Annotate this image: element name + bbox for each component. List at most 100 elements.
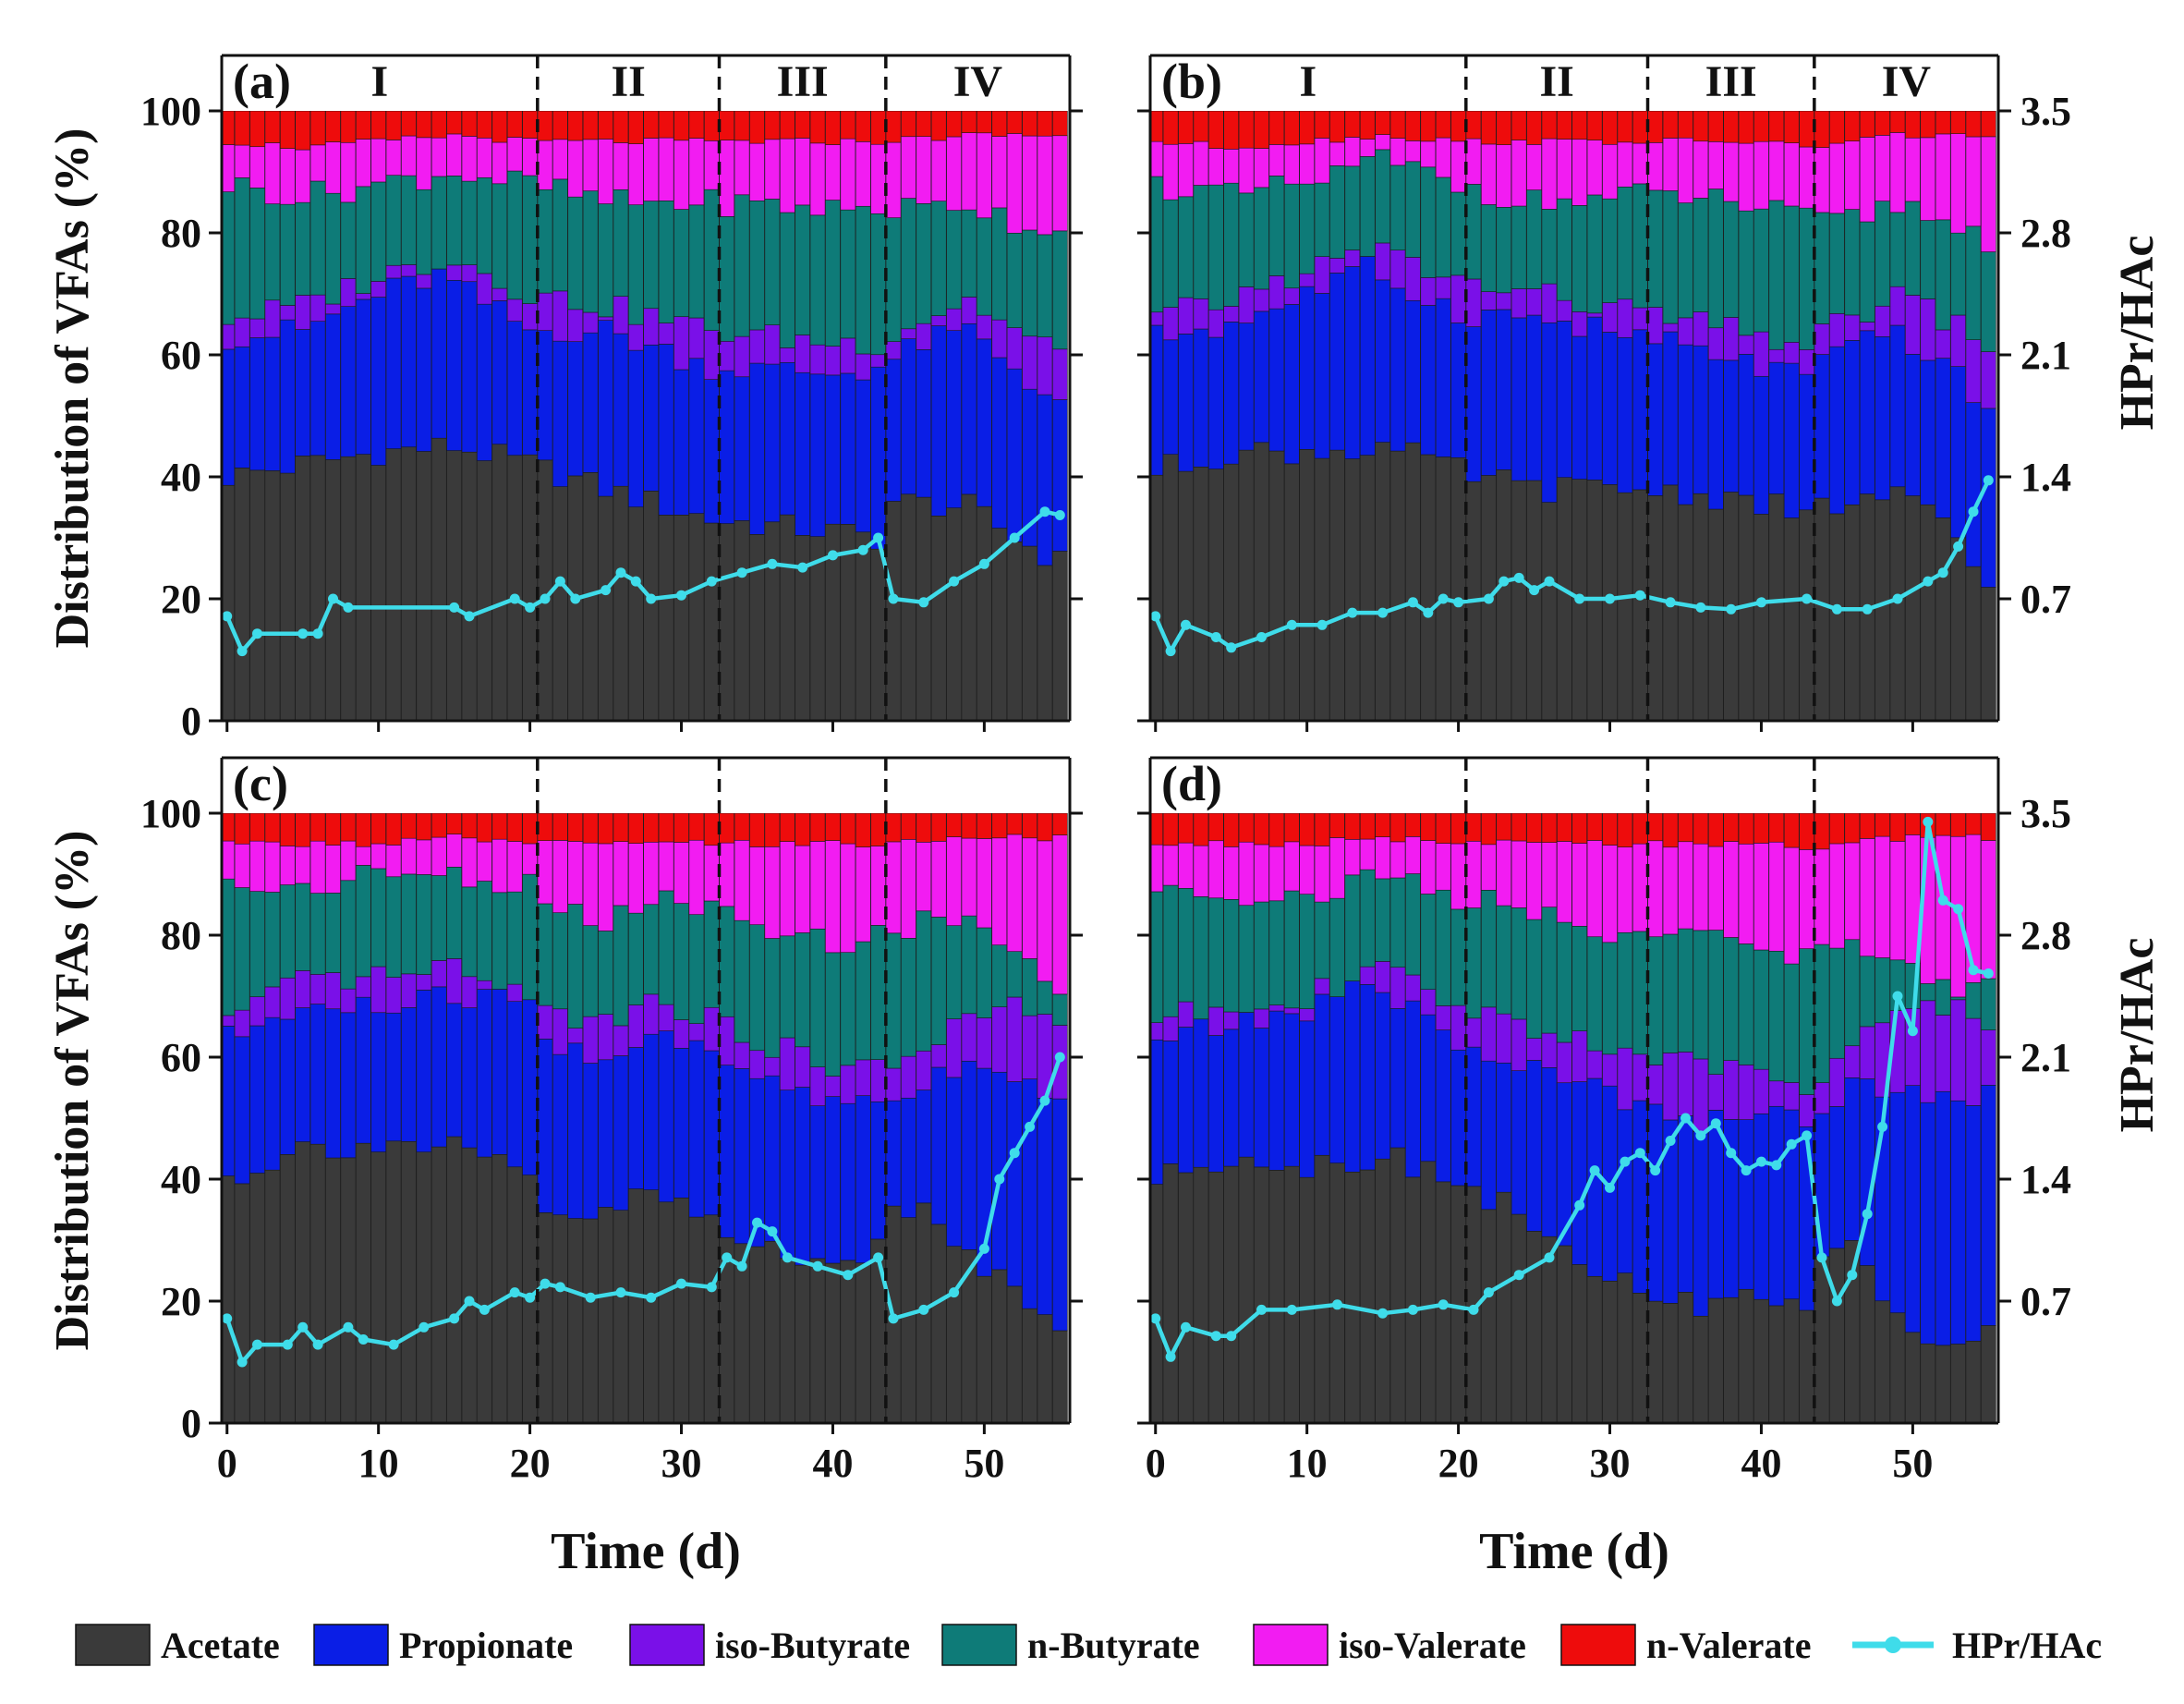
bar-segment-iso-valerate-day-38 <box>1723 141 1739 202</box>
hpr-hac-point <box>449 602 460 613</box>
hpr-hac-point <box>615 1287 626 1298</box>
bar-segment-acetate-day-36 <box>764 521 781 721</box>
bar-segment-iso-valerate-day-34 <box>734 839 750 921</box>
bar-segment-propionate-day-29 <box>1586 316 1603 481</box>
hpr-hac-point <box>1544 576 1555 587</box>
bar-segment-iso-valerate-day-26 <box>613 142 629 190</box>
bar-segment-n-butyrate-day-43 <box>1799 948 1814 1095</box>
bar-segment-acetate-day-55 <box>1052 551 1068 721</box>
bar-segment-iso-valerate-day-39 <box>809 142 826 216</box>
bar-segment-acetate-day-6 <box>309 455 326 721</box>
bar-segment-n-valerate-day-30 <box>673 111 689 141</box>
bar-segment-iso-valerate-day-3 <box>1193 140 1209 186</box>
bar-segment-n-butyrate-day-12 <box>401 873 417 975</box>
bar-segment-propionate-day-13 <box>416 990 432 1153</box>
bar-segment-n-valerate-day-2 <box>1178 813 1194 844</box>
bar-segment-propionate-day-50 <box>977 338 992 507</box>
bar-segment-n-valerate-day-52 <box>1935 111 1951 135</box>
bar-segment-iso-valerate-day-25 <box>1526 144 1542 190</box>
bar-segment-n-butyrate-day-36 <box>764 938 781 1058</box>
bar-segment-n-valerate-day-18 <box>491 813 508 840</box>
bar-segment-acetate-day-47 <box>930 516 947 721</box>
bar-segment-iso-valerate-day-44 <box>1814 147 1830 213</box>
bar-segment-iso-butyrate-day-33 <box>1647 1065 1664 1105</box>
bar-segment-n-valerate-day-11 <box>1314 111 1330 139</box>
bar-segment-iso-valerate-day-52 <box>1935 834 1951 980</box>
bar-segment-acetate-day-54 <box>1037 1314 1053 1423</box>
hpr-hac-point <box>540 1278 551 1289</box>
y-tick-label: 80 <box>161 211 201 256</box>
bar-segment-n-butyrate-day-23 <box>567 196 584 310</box>
bar-segment-n-valerate-day-23 <box>567 111 584 141</box>
bar-segment-propionate-day-53 <box>1022 1078 1037 1309</box>
bar-segment-n-butyrate-day-46 <box>1844 209 1861 316</box>
bar-segment-iso-butyrate-day-8 <box>1268 275 1285 310</box>
bar-segment-n-butyrate-day-16 <box>461 180 478 265</box>
bar-segment-propionate-day-43 <box>1799 1126 1814 1311</box>
bar-segment-acetate-day-7 <box>325 459 341 721</box>
bar-segment-acetate-day-54 <box>1037 565 1053 721</box>
y-tick-label: 40 <box>161 455 201 500</box>
bar-segment-n-valerate-day-53 <box>1022 111 1037 137</box>
bar-segment-acetate-day-5 <box>1223 463 1240 721</box>
bar-segment-propionate-day-25 <box>598 320 613 497</box>
bar-segment-n-butyrate-day-20 <box>522 175 538 304</box>
hpr-hac-point <box>1634 590 1645 601</box>
bar-segment-iso-butyrate-day-54 <box>1965 339 1982 403</box>
bar-segment-iso-butyrate-day-9 <box>355 976 371 998</box>
bar-segment-n-butyrate-day-32 <box>1632 931 1648 1055</box>
bar-segment-n-butyrate-day-16 <box>1389 877 1406 968</box>
bar-segment-n-valerate-day-31 <box>1617 111 1633 143</box>
bar-segment-n-valerate-day-43 <box>870 111 886 145</box>
bar-segment-n-valerate-day-15 <box>1375 111 1390 135</box>
bar-segment-iso-butyrate-day-28 <box>643 993 660 1035</box>
bar-segment-iso-valerate-day-40 <box>825 144 841 201</box>
bar-segment-acetate-day-52 <box>1006 1285 1023 1423</box>
bar-segment-propionate-day-15 <box>446 1003 462 1138</box>
bar-segment-n-butyrate-day-4 <box>1207 897 1224 1008</box>
bar-segment-n-butyrate-day-39 <box>809 214 826 346</box>
bar-segment-acetate-day-26 <box>1541 502 1558 721</box>
bar-segment-iso-butyrate-day-36 <box>764 324 781 365</box>
hpr-hac-point <box>1634 1148 1645 1159</box>
hpr-hac-point <box>1710 1118 1721 1129</box>
bar-segment-n-butyrate-day-50 <box>977 927 992 1018</box>
bar-segment-propionate-day-26 <box>613 333 629 487</box>
bar-segment-acetate-day-25 <box>598 1207 613 1423</box>
bar-segment-n-valerate-day-43 <box>1799 111 1814 148</box>
bar-segment-n-valerate-day-41 <box>840 111 856 140</box>
bar-segment-n-valerate-day-5 <box>295 111 311 151</box>
bar-segment-n-butyrate-day-34 <box>734 919 750 1043</box>
bar-segment-iso-valerate-day-29 <box>658 137 674 201</box>
bar-segment-n-valerate-day-48 <box>1875 111 1890 136</box>
hpr-hac-point <box>646 593 657 604</box>
bar-segment-propionate-day-38 <box>795 371 810 536</box>
bar-segment-iso-butyrate-day-4 <box>279 305 296 321</box>
hpr-hac-point <box>843 1270 854 1281</box>
bar-segment-n-valerate-day-35 <box>1678 111 1693 139</box>
bar-segment-iso-valerate-day-40 <box>1753 843 1769 951</box>
bar-segment-n-butyrate-day-49 <box>961 209 977 298</box>
bar-segment-n-butyrate-day-14 <box>431 875 447 961</box>
bar-segment-iso-valerate-day-40 <box>1753 140 1769 210</box>
bar-segment-n-valerate-day-9 <box>1283 813 1300 843</box>
bar-segment-iso-valerate-day-7 <box>325 141 341 194</box>
bar-segment-iso-butyrate-day-6 <box>309 294 326 322</box>
bar-segment-n-valerate-day-4 <box>1207 111 1224 149</box>
bar-segment-propionate-day-40 <box>1753 375 1769 515</box>
hpr-hac-point <box>525 1292 536 1303</box>
bar-segment-iso-valerate-day-7 <box>1254 148 1269 189</box>
bar-segment-propionate-day-25 <box>598 1059 613 1208</box>
bar-segment-iso-butyrate-day-12 <box>401 264 417 277</box>
hpr-hac-point <box>1513 1270 1524 1281</box>
hpr-hac-point <box>1862 603 1873 615</box>
bar-segment-acetate-day-2 <box>1178 470 1194 721</box>
x-tick-label: 20 <box>1438 1441 1479 1486</box>
bar-segment-propionate-day-15 <box>1375 279 1390 443</box>
bar-segment-iso-valerate-day-17 <box>477 138 492 178</box>
bar-segment-propionate-day-47 <box>1859 330 1875 494</box>
bar-segment-iso-butyrate-day-26 <box>613 296 629 335</box>
bar-segment-n-valerate-day-31 <box>1617 813 1633 847</box>
bar-segment-iso-butyrate-day-47 <box>930 315 947 326</box>
hpr-hac-point <box>449 1313 460 1324</box>
